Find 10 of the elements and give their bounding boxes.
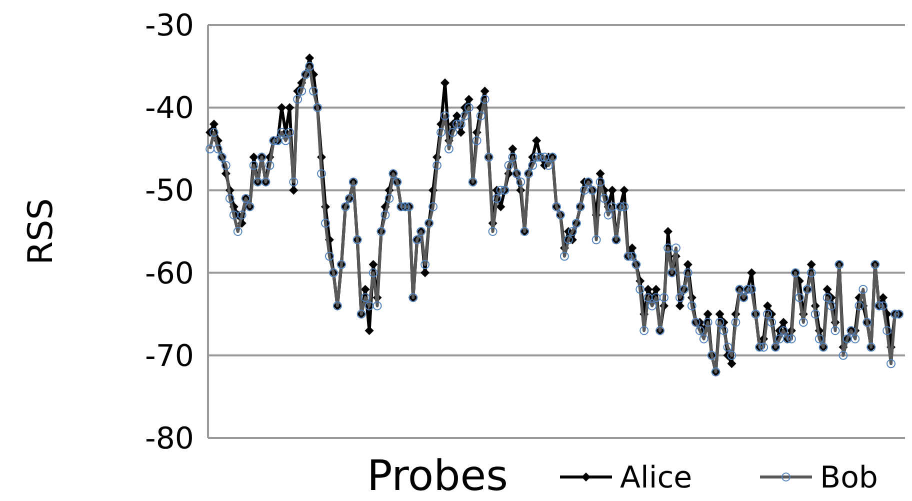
y-tick-label: -80	[145, 422, 194, 456]
legend-label: Bob	[820, 460, 878, 496]
x-axis-title: Probes	[367, 451, 508, 500]
y-axis-title: RSS	[20, 198, 61, 265]
legend-label: Alice	[620, 460, 692, 496]
y-tick-label: -30	[145, 8, 194, 44]
y-tick-label: -50	[145, 174, 194, 209]
y-tick-label: -60	[145, 256, 194, 292]
y-tick-label: -70	[145, 338, 194, 374]
y-tick-label: -40	[145, 91, 194, 126]
